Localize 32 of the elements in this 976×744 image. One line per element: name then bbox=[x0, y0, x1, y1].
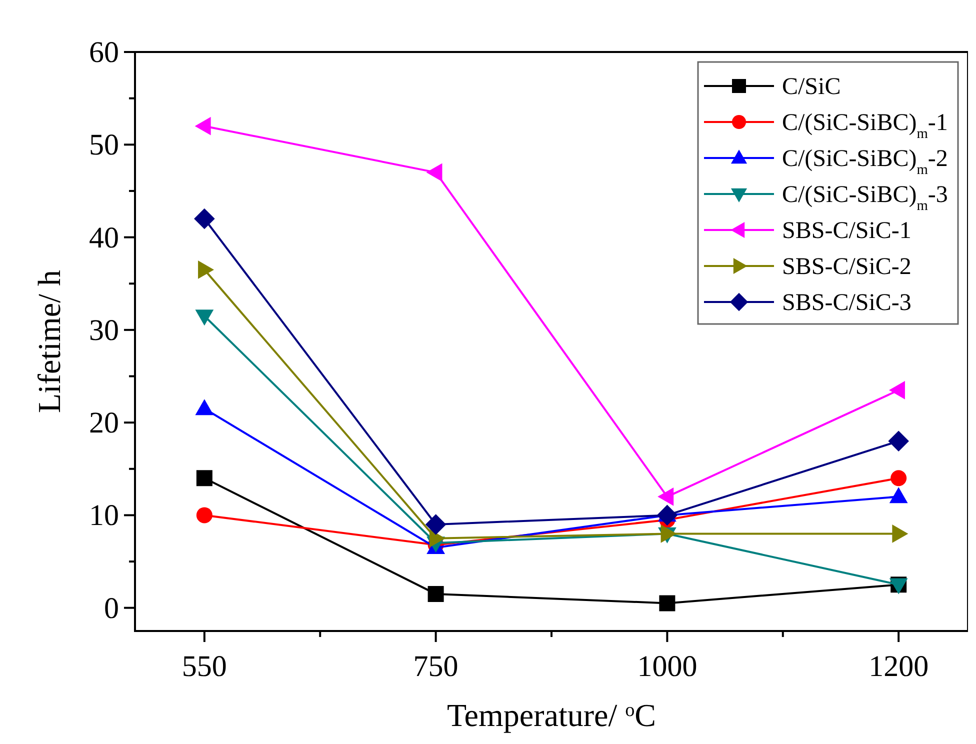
point bbox=[658, 487, 674, 506]
legend-label: SBS-C/SiC-1 bbox=[782, 218, 912, 244]
point bbox=[889, 487, 908, 504]
point bbox=[195, 399, 214, 416]
x-tick-label: 750 bbox=[413, 650, 458, 683]
point bbox=[890, 470, 907, 486]
point bbox=[425, 514, 446, 535]
point bbox=[428, 586, 444, 602]
legend-label: SBS-C/SiC-3 bbox=[782, 290, 912, 316]
legend-label: SBS-C/SiC-2 bbox=[782, 254, 912, 280]
y-tick-label: 0 bbox=[104, 592, 119, 625]
point bbox=[196, 470, 212, 486]
point bbox=[659, 595, 676, 612]
point bbox=[429, 529, 446, 548]
y-tick-label: 10 bbox=[89, 499, 119, 532]
point bbox=[194, 208, 215, 230]
x-tick-label: 1000 bbox=[637, 650, 698, 683]
legend-label: C/(SiC-SiBC)$_{m}$-2 bbox=[782, 146, 948, 178]
x-tick-label: 1200 bbox=[868, 650, 929, 683]
y-tick-label: 30 bbox=[89, 314, 119, 347]
x-tick-label: 550 bbox=[182, 650, 227, 683]
legend-label: C/SiC bbox=[782, 74, 841, 100]
y-tick-label: 40 bbox=[89, 221, 119, 254]
y-tick-label: 60 bbox=[89, 36, 119, 69]
x-axis-title: Temperature/ $^{o}$C bbox=[446, 697, 656, 733]
legend-label: C/(SiC-SiBC)$_{m}$-1 bbox=[782, 110, 948, 142]
point bbox=[196, 507, 212, 524]
point bbox=[888, 430, 909, 452]
y-axis-title: Lifetime/ h bbox=[31, 270, 67, 414]
legend-label: C/(SiC-SiBC)$_{m}$-3 bbox=[782, 182, 948, 214]
y-tick-label: 20 bbox=[89, 406, 119, 440]
y-tick-label: 50 bbox=[89, 128, 119, 162]
